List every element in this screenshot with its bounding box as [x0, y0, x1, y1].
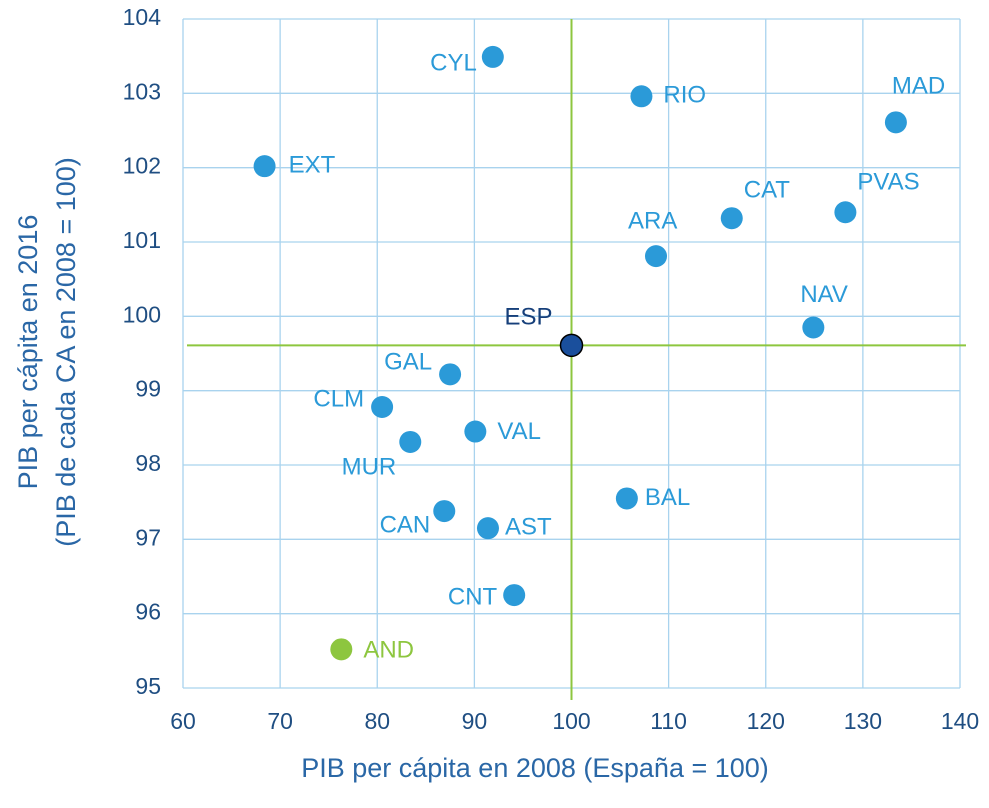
point-label: GAL	[384, 349, 432, 376]
y-tick-label: 98	[135, 450, 161, 476]
point	[476, 517, 499, 540]
y-tick-label: 95	[135, 673, 161, 699]
x-tick-label: 140	[941, 708, 979, 734]
x-tick-label: 80	[364, 708, 390, 734]
point-label: CAT	[744, 177, 791, 204]
y-tick-label: 102	[123, 153, 161, 179]
point	[439, 363, 462, 386]
y-axis-label: PIB per cápita en 2016	[13, 215, 43, 490]
point-label: AST	[505, 514, 552, 541]
point	[503, 584, 526, 607]
point	[464, 420, 487, 443]
point	[559, 333, 584, 358]
point-label: CAN	[380, 511, 431, 538]
point	[253, 155, 276, 178]
y-tick-label: 101	[123, 227, 161, 253]
point-label: BAL	[645, 484, 690, 511]
point-label: AND	[363, 637, 414, 664]
y-axis-label: (PIB de cada CA en 2008 = 100)	[51, 157, 81, 547]
point-label: MAD	[892, 73, 945, 100]
point	[720, 207, 743, 230]
point	[644, 245, 667, 268]
y-tick-label: 99	[135, 376, 161, 402]
point-label: CNT	[448, 583, 498, 610]
x-tick-label: 120	[747, 708, 785, 734]
point-label: RIO	[663, 82, 706, 109]
x-axis-label: PIB per cápita en 2008 (España = 100)	[301, 753, 769, 783]
x-tick-label: 60	[170, 708, 196, 734]
point	[330, 638, 353, 661]
x-tick-label: 70	[267, 708, 293, 734]
point	[884, 111, 907, 134]
point-label: ESP	[505, 304, 553, 331]
y-tick-label: 96	[135, 599, 161, 625]
y-tick-label: 103	[123, 78, 161, 104]
x-tick-label: 90	[462, 708, 488, 734]
point	[834, 201, 857, 224]
x-tick-label: 100	[552, 708, 590, 734]
y-tick-label: 104	[123, 4, 162, 30]
point	[481, 45, 504, 68]
point	[371, 396, 394, 419]
x-tick-label: 130	[844, 708, 882, 734]
point-label: VAL	[497, 418, 541, 445]
y-tick-label: 97	[135, 524, 161, 550]
y-tick-label: 100	[123, 301, 161, 327]
point-label: CYL	[430, 49, 477, 76]
point	[630, 85, 653, 108]
point	[802, 316, 825, 339]
point-label: EXT	[289, 152, 336, 179]
point-label: ARA	[628, 207, 677, 234]
point-label: CLM	[313, 385, 364, 412]
point	[615, 487, 638, 510]
point-label: PVAS	[857, 169, 919, 196]
point-label: MUR	[342, 453, 397, 480]
x-tick-label: 110	[650, 708, 687, 734]
point	[399, 430, 422, 453]
point	[433, 500, 456, 523]
point-label: NAV	[800, 281, 848, 308]
